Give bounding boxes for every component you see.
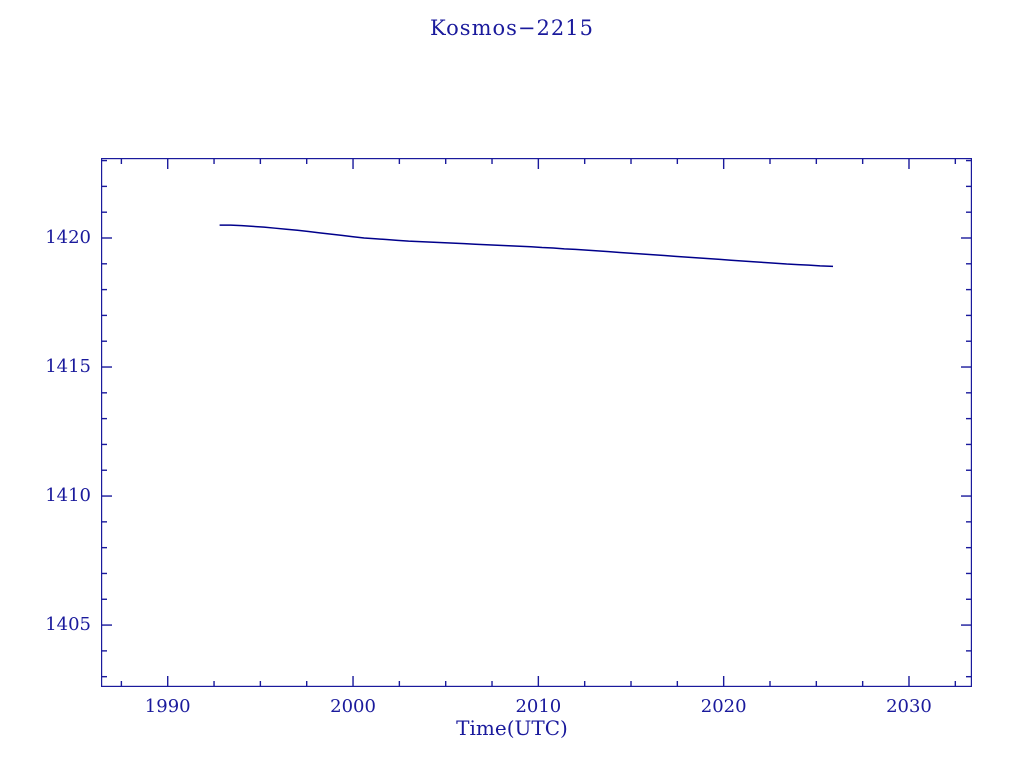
data-series-line	[219, 224, 834, 268]
x-axis-title: Time(UTC)	[456, 716, 568, 740]
x-tick-label: 2030	[886, 696, 932, 717]
chart-title: Kosmos−2215	[430, 16, 594, 40]
plot-canvas	[101, 158, 972, 687]
x-tick-label: 1990	[144, 696, 191, 717]
plot-area	[101, 158, 972, 687]
x-tick-label: 2000	[330, 696, 376, 717]
y-tick-label: 1420	[45, 226, 91, 248]
y-axis-title: Height (km)	[2, 330, 32, 510]
y-tick-label: 1405	[45, 614, 91, 636]
y-tick-label: 1415	[45, 356, 91, 378]
x-tick-label: 2020	[700, 696, 747, 717]
y-tick-label: 1410	[45, 485, 91, 507]
plot-frame	[101, 158, 972, 687]
x-tick-label: 2010	[515, 696, 562, 717]
axis-ticks	[101, 158, 972, 687]
